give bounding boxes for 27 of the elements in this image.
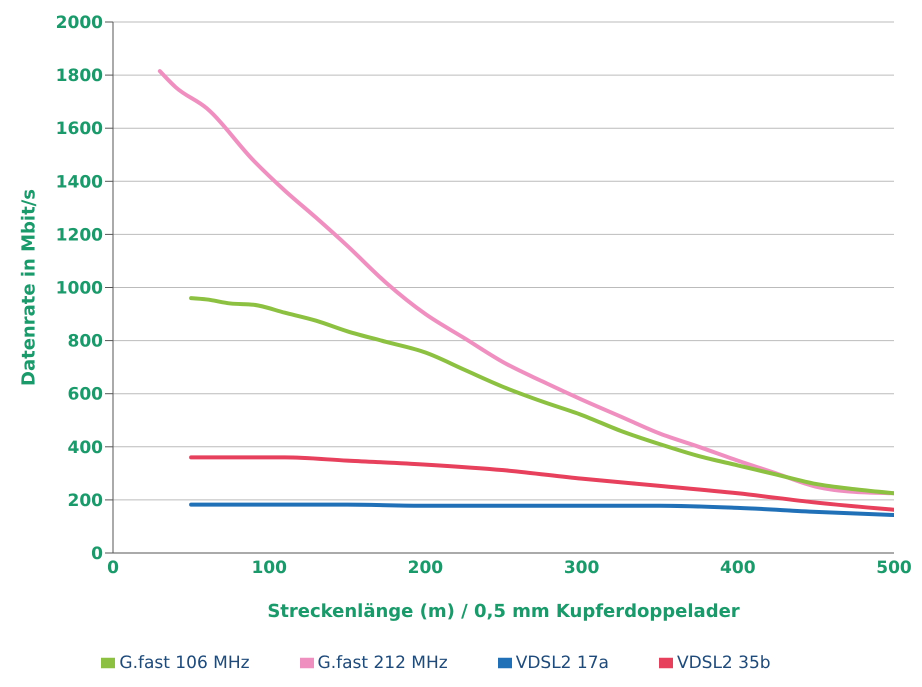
x-tick-label: 0 [107,558,120,578]
legend-label: VDSL2 35b [676,653,771,673]
x-tick-label: 400 [720,558,756,578]
x-tick-label: 500 [876,558,912,578]
y-tick-label: 1000 [56,278,104,299]
y-tick-label: 1800 [56,66,104,86]
line-series [189,502,894,518]
y-tick-label: 1600 [56,119,104,140]
line-series [158,69,894,496]
y-tick-label: 800 [68,332,104,352]
x-tick-label: 100 [251,558,288,578]
y-tick-label: 400 [68,438,104,458]
legend-label: VDSL2 17a [516,653,609,673]
y-tick-label: 2000 [56,13,104,34]
y-tick-label: 1200 [56,225,104,246]
y-tick-label: 600 [68,384,104,405]
y-tick-label: 1400 [56,172,104,192]
y-axis-title: Datenrate in Mbit/s [18,189,40,386]
line-series [189,296,894,496]
x-tick-label: 300 [564,558,600,578]
legend-label: G.fast 106 MHz [119,653,250,673]
x-axis-title: Streckenlänge (m) / 0,5 mm Kupferdoppelader [267,601,740,622]
x-tick-label: 200 [408,558,444,578]
line-series [189,455,894,512]
legend-label: G.fast 212 MHz [318,653,448,673]
y-tick-label: 0 [91,544,104,564]
y-tick-label: 200 [68,490,104,511]
